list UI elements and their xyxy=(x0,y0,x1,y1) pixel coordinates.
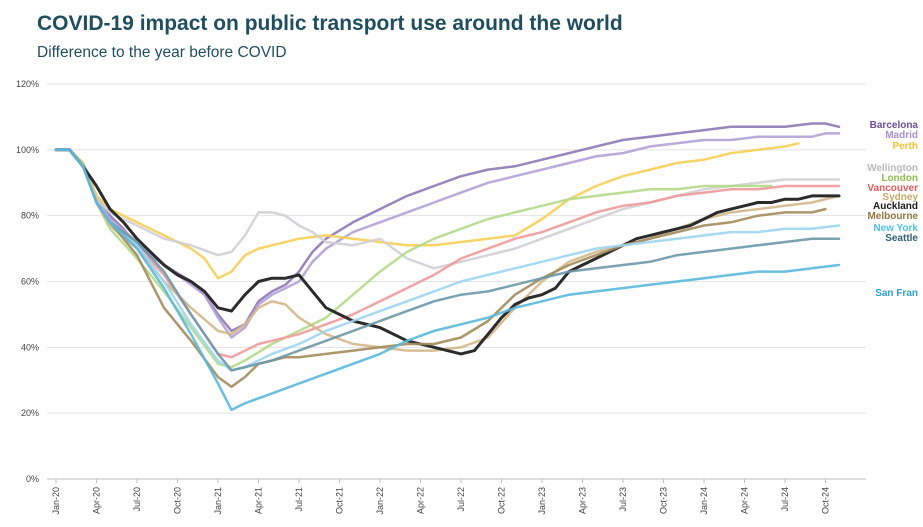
x-tick-label: Oct-23 xyxy=(659,487,669,514)
x-tick-label: Apr-22 xyxy=(416,487,426,514)
x-tick-label: Apr-24 xyxy=(740,487,750,514)
series-line-madrid xyxy=(54,132,841,339)
grid-lines xyxy=(47,83,866,480)
series-line-vancouver xyxy=(54,148,841,359)
x-tick-label: Jul-23 xyxy=(618,487,628,512)
series-label: Perth xyxy=(892,141,918,152)
x-tick-label: Oct-20 xyxy=(173,487,183,514)
x-tick-label: Jul-22 xyxy=(456,487,466,512)
series-line-san-fran xyxy=(54,148,841,412)
series-line-seattle xyxy=(54,148,841,372)
y-tick-label: 60% xyxy=(21,277,39,287)
x-tick-label: Jan-24 xyxy=(699,487,709,515)
x-tick-label: Jul-24 xyxy=(780,487,790,512)
series-line-melbourne xyxy=(54,148,827,389)
x-tick-label: Jan-21 xyxy=(213,487,223,515)
x-tick-label: Oct-21 xyxy=(335,487,345,514)
x-tick-label: Jan-20 xyxy=(51,487,61,515)
series-label: Vancouver xyxy=(867,183,918,194)
y-tick-label: 120% xyxy=(16,79,39,89)
x-tick-label: Apr-23 xyxy=(578,487,588,514)
y-tick-label: 80% xyxy=(21,211,39,221)
series-label: Madrid xyxy=(885,130,918,141)
series-label: Auckland xyxy=(873,201,918,212)
series-label: Barcelona xyxy=(870,120,919,131)
x-tick-label: Jan-22 xyxy=(375,487,385,515)
series-label: San Fran xyxy=(875,288,918,299)
series-label: Seattle xyxy=(885,233,918,244)
x-tick-label: Apr-21 xyxy=(254,487,264,514)
series-line-london xyxy=(54,148,773,369)
series-label: London xyxy=(881,173,918,184)
x-tick-label: Oct-24 xyxy=(821,487,831,514)
series-label: Wellington xyxy=(867,163,918,174)
series-label: Sydney xyxy=(882,192,918,203)
series-label: Melbourne xyxy=(867,211,918,222)
x-tick-label: Apr-20 xyxy=(92,487,102,514)
x-tick-label: Jul-21 xyxy=(294,487,304,512)
series-line-auckland xyxy=(54,148,841,356)
x-tick-label: Jan-23 xyxy=(537,487,547,515)
y-tick-label: 40% xyxy=(21,342,39,352)
y-tick-label: 0% xyxy=(26,474,39,484)
series-label: New York xyxy=(873,223,918,234)
y-tick-label: 20% xyxy=(21,408,39,418)
y-axis-tick-labels: 0% 20% 40% 60% 80% 100% 120% xyxy=(16,79,39,484)
y-tick-label: 100% xyxy=(16,145,39,155)
x-tick-label: Oct-22 xyxy=(497,487,507,514)
series-line-new-york xyxy=(54,148,841,372)
series-line-perth xyxy=(54,142,800,280)
x-tick-label: Jul-20 xyxy=(132,487,142,512)
x-axis-tick-labels: Jan-20 Apr-20 Jul-20 Oct-20 Jan-21 Apr-21 Jul-… xyxy=(51,479,831,515)
series-lines xyxy=(54,122,841,412)
chart-title: COVID-19 impact on public transport use … xyxy=(37,12,623,35)
chart-subtitle: Difference to the year before COVID xyxy=(37,44,287,61)
